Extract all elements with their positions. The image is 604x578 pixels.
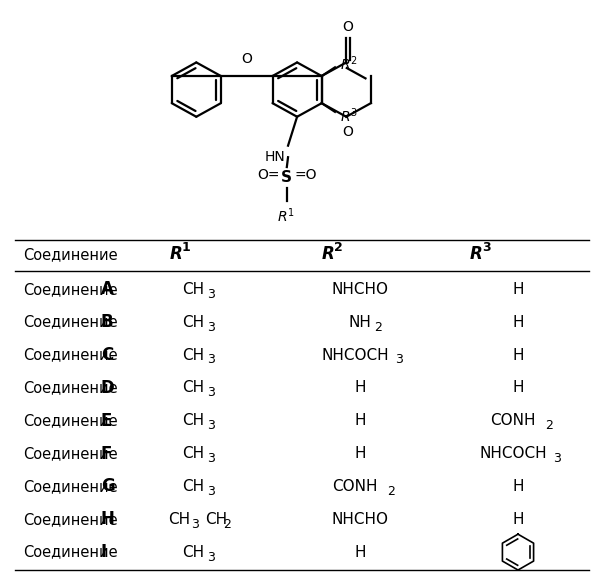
Text: Соединение: Соединение [23, 413, 118, 428]
Text: NHCHO: NHCHO [332, 282, 388, 297]
Text: Соединение: Соединение [23, 512, 118, 527]
Text: =O: =O [294, 168, 316, 182]
Text: Соединение: Соединение [23, 282, 118, 297]
Text: CH: CH [182, 380, 204, 395]
Text: NHCOCH: NHCOCH [321, 347, 389, 362]
Text: 2: 2 [387, 485, 395, 498]
Text: O: O [342, 125, 353, 139]
Text: CONH: CONH [332, 479, 378, 494]
Text: 3: 3 [207, 485, 215, 498]
Text: 3: 3 [553, 452, 561, 465]
Text: H: H [355, 544, 366, 560]
Text: D: D [101, 379, 115, 397]
Text: $R^3$: $R^3$ [340, 106, 358, 125]
Text: A: A [101, 280, 114, 298]
Text: I: I [101, 543, 107, 561]
Text: H: H [512, 314, 524, 329]
Text: H: H [355, 413, 366, 428]
Text: R: R [170, 246, 183, 264]
Text: NHCHO: NHCHO [332, 512, 388, 527]
Text: B: B [101, 313, 114, 331]
Text: CH: CH [182, 479, 204, 494]
Text: Соединение: Соединение [23, 479, 118, 494]
Text: 3: 3 [482, 241, 490, 254]
Text: Соединение: Соединение [23, 446, 118, 461]
Text: CH: CH [182, 347, 204, 362]
Text: 3: 3 [207, 354, 215, 366]
Text: H: H [355, 446, 366, 461]
Text: CH: CH [182, 314, 204, 329]
Text: Соединение: Соединение [23, 314, 118, 329]
Text: Соединение: Соединение [23, 247, 118, 262]
Text: H: H [512, 380, 524, 395]
Text: 3: 3 [207, 419, 215, 432]
Text: 3: 3 [207, 452, 215, 465]
Text: CONH: CONH [490, 413, 536, 428]
Text: NHCOCH: NHCOCH [479, 446, 547, 461]
Text: S: S [281, 170, 292, 185]
Text: C: C [101, 346, 114, 364]
Text: O=: O= [257, 168, 280, 182]
Text: NH: NH [349, 314, 371, 329]
Text: 3: 3 [207, 551, 215, 564]
Text: 2: 2 [334, 241, 342, 254]
Text: Соединение: Соединение [23, 380, 118, 395]
Text: R: R [322, 246, 335, 264]
Text: H: H [512, 347, 524, 362]
Text: 3: 3 [207, 386, 215, 399]
Text: 2: 2 [545, 419, 553, 432]
Text: F: F [101, 444, 112, 462]
Text: 3: 3 [191, 518, 199, 531]
Text: CH: CH [182, 282, 204, 297]
Text: O: O [342, 20, 353, 34]
Text: 3: 3 [207, 288, 215, 301]
Text: 3: 3 [207, 321, 215, 334]
Text: H: H [355, 380, 366, 395]
Text: H: H [512, 512, 524, 527]
Text: $R^2$: $R^2$ [340, 54, 358, 73]
Text: CH: CH [182, 413, 204, 428]
Text: Соединение: Соединение [23, 544, 118, 560]
Text: O: O [241, 51, 252, 66]
Text: CH: CH [205, 512, 227, 527]
Text: 1: 1 [182, 241, 191, 254]
Text: Соединение: Соединение [23, 347, 118, 362]
Text: CH: CH [168, 512, 190, 527]
Text: CH: CH [182, 446, 204, 461]
Text: R: R [470, 246, 483, 264]
Text: HN: HN [265, 150, 285, 164]
Text: E: E [101, 412, 112, 429]
Text: H: H [512, 282, 524, 297]
Text: H: H [512, 479, 524, 494]
Text: 3: 3 [395, 354, 403, 366]
Text: 2: 2 [374, 321, 382, 334]
Text: $R^1$: $R^1$ [277, 206, 295, 225]
Text: CH: CH [182, 544, 204, 560]
Text: 2: 2 [223, 518, 231, 531]
Text: G: G [101, 477, 115, 495]
Text: H: H [101, 510, 115, 528]
